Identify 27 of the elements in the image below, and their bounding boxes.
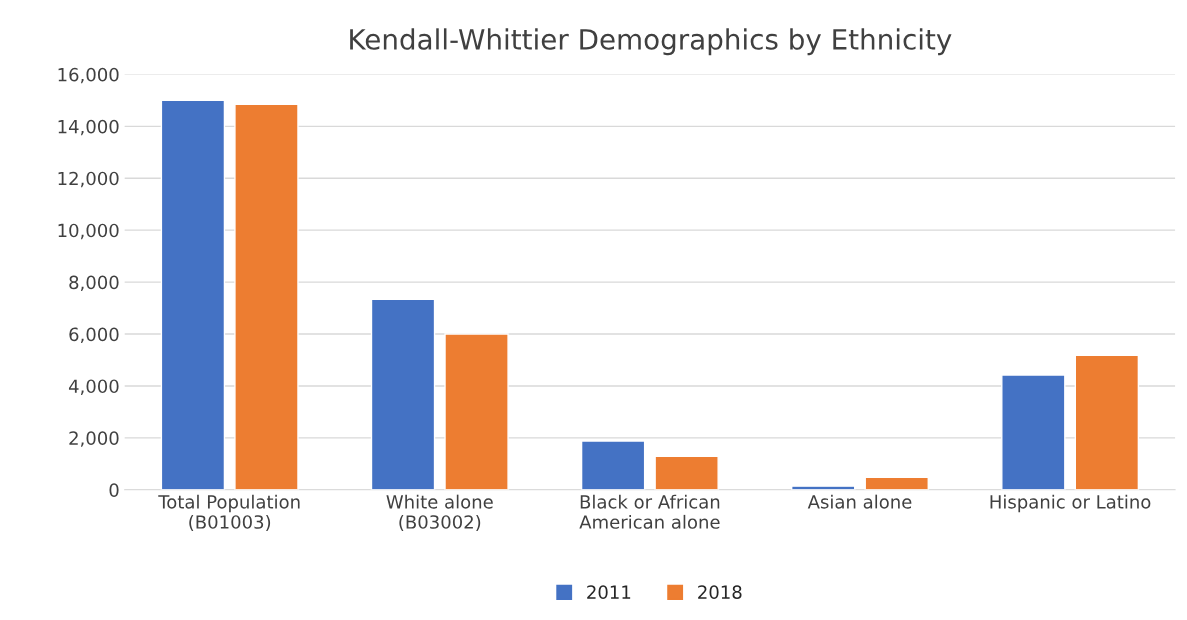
bar — [1001, 374, 1066, 490]
y-tick-label: 6,000 — [69, 327, 119, 343]
y-tick-label: 2,000 — [69, 431, 119, 447]
y-tick-label: 10,000 — [58, 223, 119, 240]
bar — [234, 103, 299, 490]
bar — [654, 455, 719, 490]
y-tick-label: 4,000 — [68, 379, 119, 395]
bar — [444, 333, 509, 490]
y-tick-label: 8,000 — [69, 275, 119, 292]
x-tick-label: White alone (B03002) — [386, 494, 493, 531]
chart-title: Kendall-Whittier Demographics by Ethnicity — [350, 28, 952, 56]
x-tick-label: Hispanic or Latino — [990, 494, 1151, 513]
y-tick-label: 16,000 — [58, 67, 119, 84]
y-tick-label: 14,000 — [58, 119, 119, 136]
x-tick-label: Total Population (B01003) — [158, 494, 300, 531]
bar — [580, 440, 646, 490]
bar — [1074, 354, 1140, 490]
bar — [370, 298, 436, 490]
legend-label: 2018 — [698, 585, 742, 599]
legend-label: 2011 — [587, 585, 631, 599]
y-tick-label: 0 — [109, 483, 119, 497]
x-tick-label: Black or African American alone — [579, 494, 720, 529]
bar — [791, 485, 856, 490]
x-tick-label: Asian alone — [807, 494, 912, 509]
bar — [160, 99, 226, 490]
y-tick-label: 12,000 — [58, 171, 119, 188]
bar — [864, 476, 929, 490]
